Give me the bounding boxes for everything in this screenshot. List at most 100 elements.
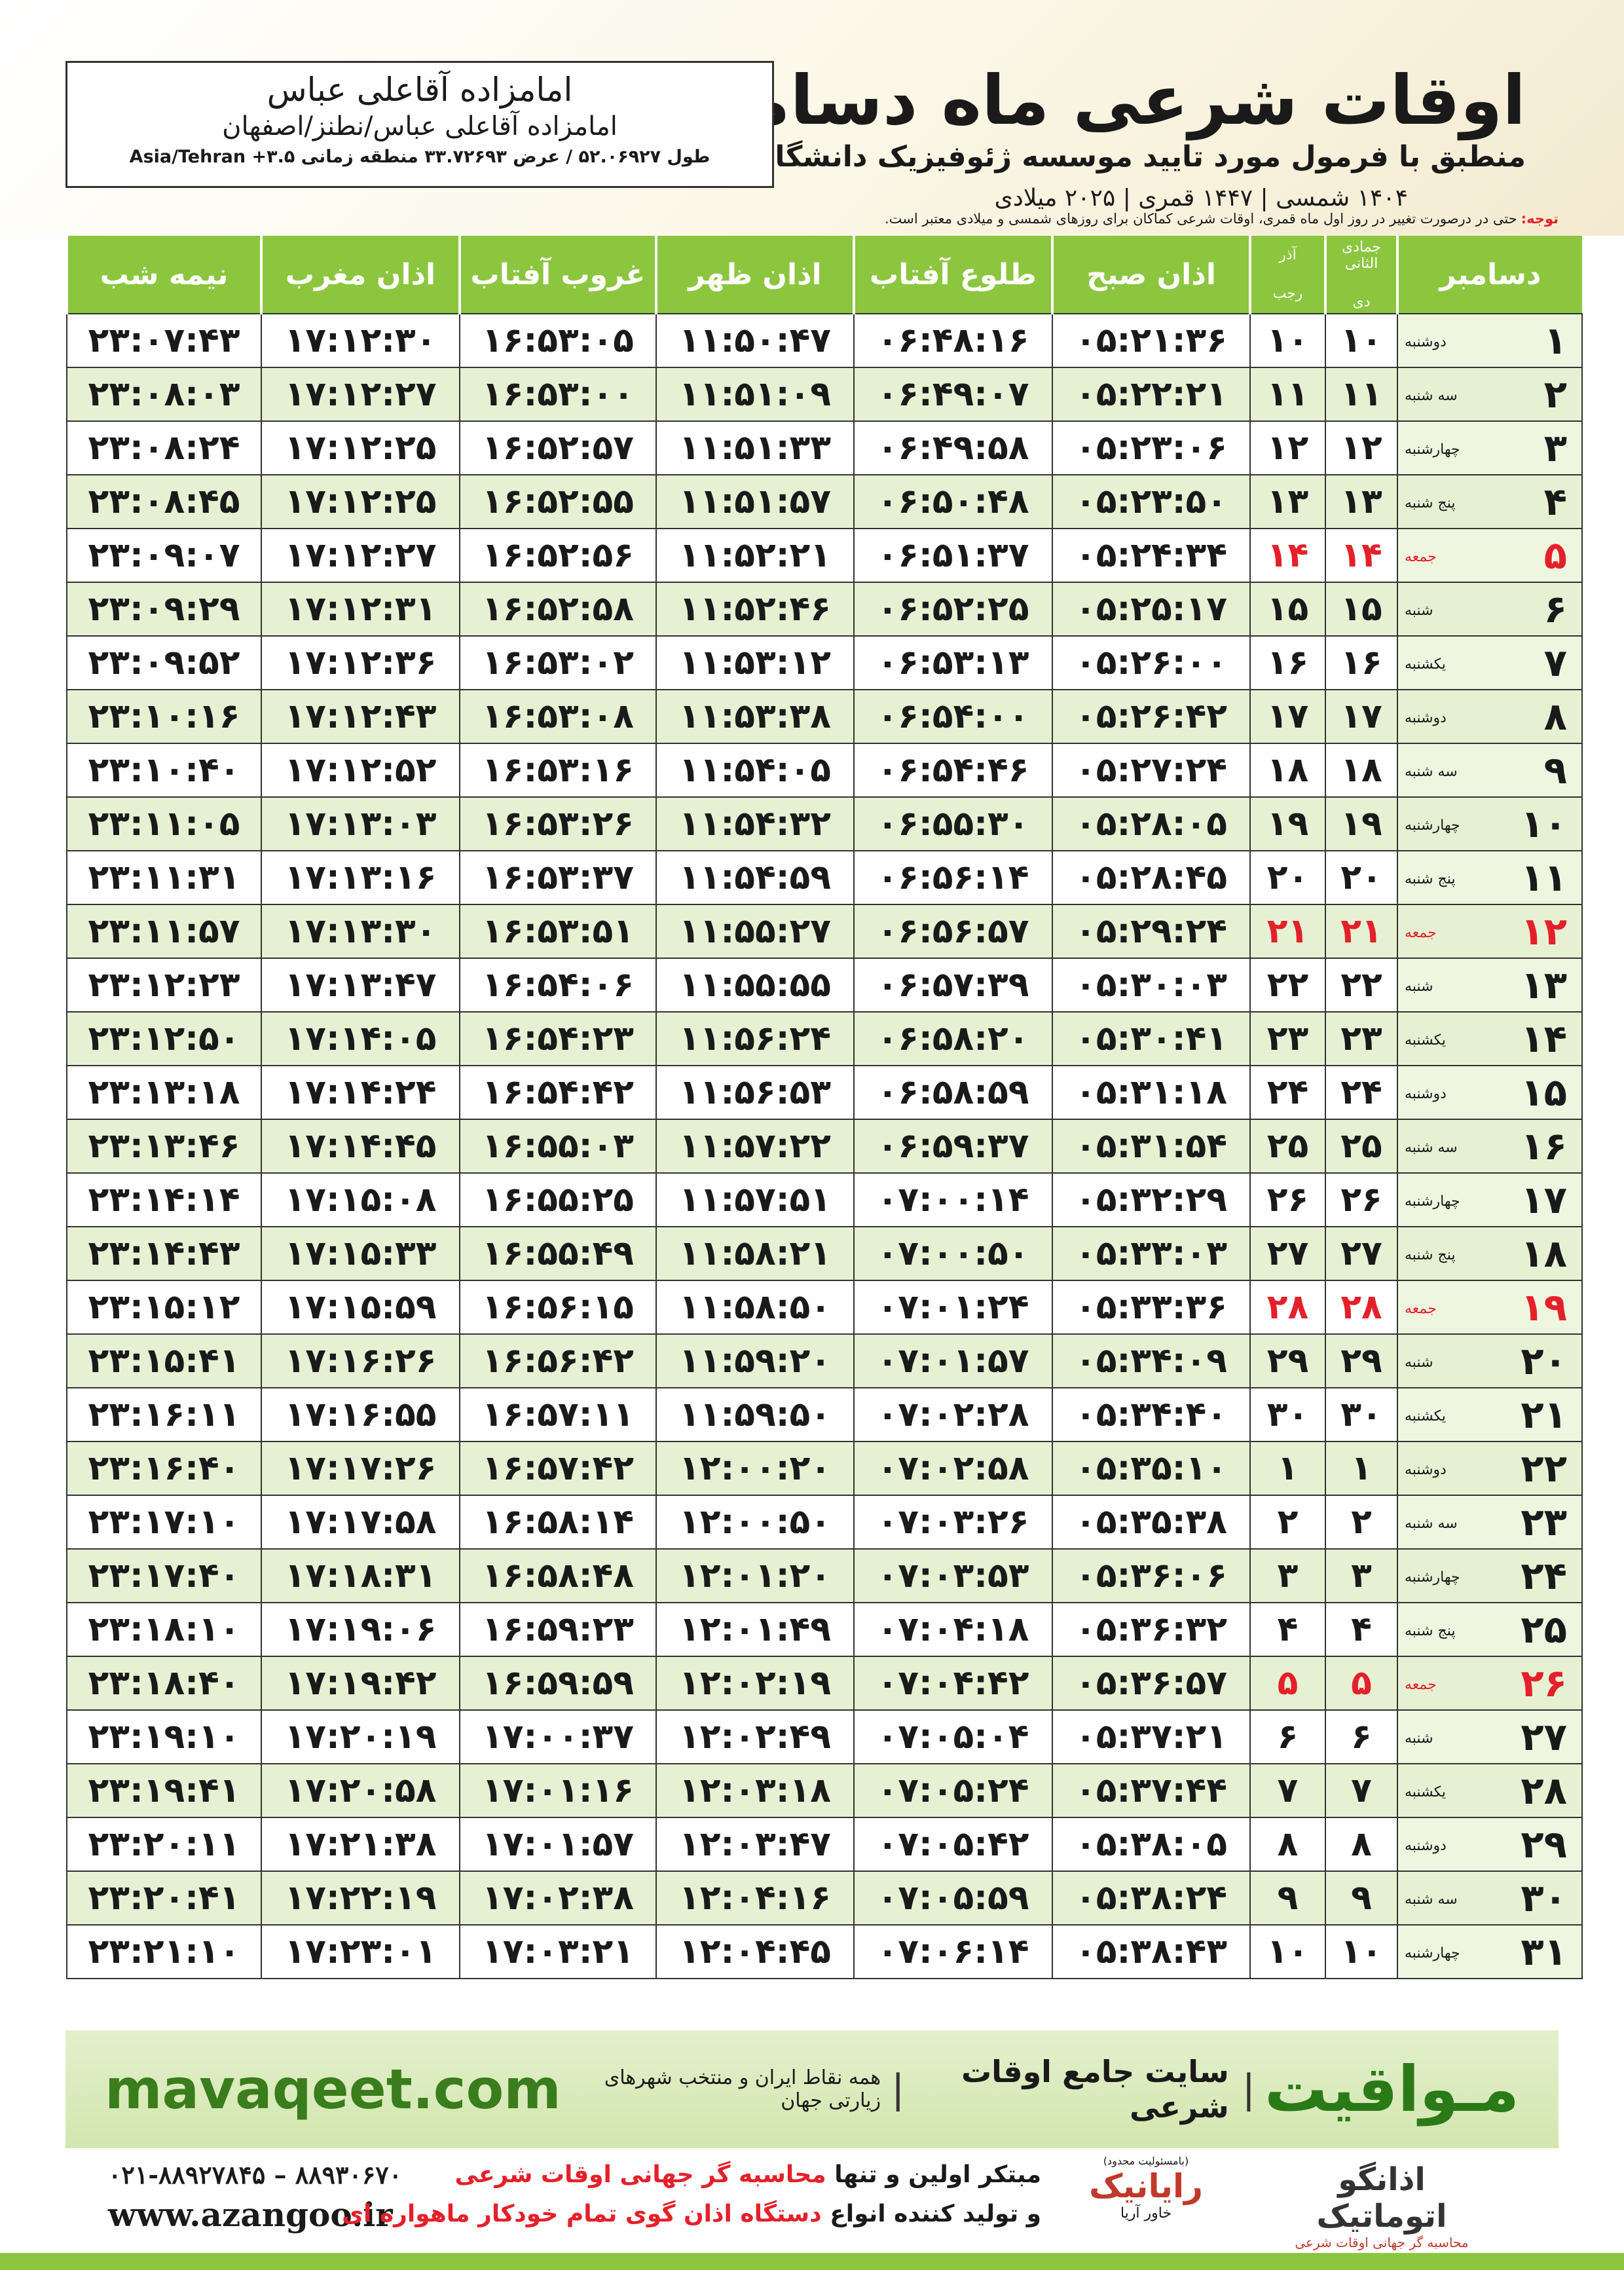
day-number: ۱۶ bbox=[1521, 1124, 1567, 1168]
time-cell: ۰۷:۰۵:۰۴ bbox=[853, 1709, 1053, 1764]
solar-day: ۳ bbox=[1325, 1548, 1398, 1603]
lunar-day: ۷ bbox=[1249, 1763, 1326, 1818]
time-cell: ۱۱:۵۵:۵۵ bbox=[655, 958, 855, 1013]
day-cell: ۱۷ چهارشنبه bbox=[1397, 1172, 1583, 1227]
lunar-day: ۸ bbox=[1249, 1817, 1326, 1872]
weekday: جمعه bbox=[1405, 1677, 1437, 1693]
site-url[interactable]: mavaqeet.com bbox=[105, 2057, 561, 2121]
separator: | bbox=[891, 2066, 905, 2112]
day-number: ۳۱ bbox=[1521, 1929, 1567, 1974]
lunar-day: ۶ bbox=[1249, 1709, 1326, 1764]
time-cell: ۱۶:۵۳:۰۸ bbox=[459, 689, 657, 744]
time-cell: ۰۶:۵۶:۱۴ bbox=[853, 850, 1053, 905]
solar-day: ۱۱ bbox=[1325, 367, 1398, 422]
day-cell: ۲ سه شنبه bbox=[1397, 367, 1583, 422]
day-cell: ۲۸ یکشنبه bbox=[1397, 1763, 1583, 1818]
time-cell: ۰۷:۰۳:۵۳ bbox=[853, 1548, 1053, 1603]
lunar-day: ۲۷ bbox=[1249, 1226, 1326, 1281]
table-row: ۲۱ یکشنبه ۳۰ ۳۰ ۰۵:۳۴:۴۰ ۰۷:۰۲:۲۸ ۱۱:۵۹:۵۰ ۱۶:۵… bbox=[66, 1387, 1583, 1442]
solar-day: ۵ bbox=[1325, 1656, 1398, 1711]
day-cell: ۲۱ یکشنبه bbox=[1397, 1387, 1583, 1442]
column-header: دسامبر bbox=[1396, 236, 1582, 314]
time-cell: ۰۷:۰۳:۲۶ bbox=[853, 1495, 1053, 1550]
table-row: ۲۴ چهارشنبه ۳ ۳ ۰۵:۳۶:۰۶ ۰۷:۰۳:۵۳ ۱۲:۰۱:۲۰ ۱۶:۵… bbox=[66, 1548, 1583, 1603]
footer-band: مـواقیت | سایت جامع اوقات شرعی | همه نقا… bbox=[65, 2030, 1559, 2148]
time-cell: ۱۲:۰۴:۴۵ bbox=[655, 1924, 855, 1979]
time-cell: ۰۶:۵۳:۱۳ bbox=[853, 635, 1053, 690]
lunar-day: ۱۱ bbox=[1249, 367, 1326, 422]
day-cell: ۲۶ جمعه bbox=[1397, 1656, 1583, 1711]
time-cell: ۲۳:۰۷:۴۳ bbox=[66, 313, 262, 368]
website[interactable]: www.azangoo.ir bbox=[108, 2195, 393, 2234]
time-cell: ۱۷:۱۵:۵۹ bbox=[261, 1280, 460, 1335]
location-name: امامزاده آقاعلی عباس bbox=[267, 71, 573, 109]
day-number: ۲۱ bbox=[1521, 1392, 1567, 1437]
time-cell: ۰۷:۰۶:۱۴ bbox=[853, 1924, 1053, 1979]
time-cell: ۱۱:۵۴:۰۵ bbox=[655, 743, 855, 798]
time-cell: ۱۷:۱۵:۳۳ bbox=[261, 1226, 460, 1281]
logo-subtitle: خاور آریا bbox=[1120, 2205, 1172, 2222]
time-cell: ۱۷:۱۳:۳۰ bbox=[261, 904, 460, 959]
day-cell: ۳۰ سه شنبه bbox=[1397, 1870, 1583, 1926]
day-number: ۲۰ bbox=[1521, 1339, 1567, 1383]
solar-day: ۳۰ bbox=[1325, 1387, 1398, 1442]
time-cell: ۰۷:۰۲:۵۸ bbox=[853, 1441, 1053, 1496]
time-cell: ۰۷:۰۱:۵۷ bbox=[853, 1333, 1053, 1388]
day-number: ۶ bbox=[1543, 587, 1567, 631]
time-cell: ۰۶:۵۱:۳۷ bbox=[853, 528, 1053, 583]
time-cell: ۱۷:۱۲:۳۱ bbox=[261, 582, 460, 637]
weekday: چهارشنبه bbox=[1405, 1569, 1460, 1586]
lunar-day: ۱۲ bbox=[1249, 420, 1326, 475]
time-cell: ۱۱:۵۹:۵۰ bbox=[655, 1387, 855, 1442]
time-cell: ۱۲:۰۴:۱۶ bbox=[655, 1870, 855, 1926]
solar-day: ۲۲ bbox=[1325, 958, 1398, 1013]
time-cell: ۰۵:۲۵:۱۷ bbox=[1052, 582, 1251, 637]
column-header: نیمه شب bbox=[65, 236, 261, 314]
table-row: ۲۶ جمعه ۵ ۵ ۰۵:۳۶:۵۷ ۰۷:۰۴:۴۲ ۱۲:۰۲:۱۹ ۱۶:۵۹:۵۹… bbox=[66, 1656, 1583, 1711]
solar-day: ۲۳ bbox=[1325, 1011, 1398, 1066]
lunar-day: ۲۰ bbox=[1249, 850, 1326, 905]
table-row: ۴ پنج شنبه ۱۳ ۱۳ ۰۵:۲۳:۵۰ ۰۶:۵۰:۴۸ ۱۱:۵۱:۵۷ ۱۶:… bbox=[66, 474, 1583, 529]
solar-day: ۲۶ bbox=[1325, 1172, 1398, 1227]
time-cell: ۱۷:۲۲:۱۹ bbox=[261, 1870, 460, 1926]
time-cell: ۱۶:۵۹:۵۹ bbox=[459, 1656, 657, 1711]
time-cell: ۰۵:۲۳:۰۶ bbox=[1052, 420, 1251, 475]
table-row: ۲۸ یکشنبه ۷ ۷ ۰۵:۳۷:۴۴ ۰۷:۰۵:۲۴ ۱۲:۰۳:۱۸ ۱۷:۰۱:… bbox=[66, 1763, 1583, 1818]
lunar-day: ۲۸ bbox=[1249, 1280, 1326, 1335]
table-row: ۷ یکشنبه ۱۶ ۱۶ ۰۵:۲۶:۰۰ ۰۶:۵۳:۱۳ ۱۱:۵۳:۱۲ ۱۶:۵۳… bbox=[66, 635, 1583, 690]
lunar-day: ۲۴ bbox=[1249, 1065, 1326, 1120]
weekday: یکشنبه bbox=[1405, 1408, 1446, 1424]
time-cell: ۰۵:۳۸:۰۵ bbox=[1052, 1817, 1251, 1872]
weekday: دوشنبه bbox=[1405, 710, 1447, 726]
weekday: سه شنبه bbox=[1405, 1891, 1458, 1908]
solar-day: ۹ bbox=[1325, 1870, 1398, 1926]
time-cell: ۱۱:۵۳:۳۸ bbox=[655, 689, 855, 744]
solar-day: ۱۶ bbox=[1325, 635, 1398, 690]
time-cell: ۲۳:۱۰:۴۰ bbox=[66, 743, 262, 798]
day-cell: ۱۰ چهارشنبه bbox=[1397, 796, 1583, 851]
day-number: ۱۰ bbox=[1521, 802, 1567, 846]
brand: مـواقیت bbox=[1264, 2053, 1519, 2126]
time-cell: ۲۳:۱۶:۱۱ bbox=[66, 1387, 262, 1442]
lunar-day: ۲۳ bbox=[1249, 1011, 1326, 1066]
time-cell: ۰۶:۵۴:۴۶ bbox=[853, 743, 1053, 798]
time-cell: ۱۱:۵۱:۳۳ bbox=[655, 420, 855, 475]
time-cell: ۰۵:۳۰:۴۱ bbox=[1052, 1011, 1251, 1066]
lunar-day: ۲ bbox=[1249, 1495, 1326, 1550]
column-header: آذر رجب bbox=[1249, 236, 1325, 314]
time-cell: ۲۳:۰۸:۰۳ bbox=[66, 367, 262, 422]
time-cell: ۱۶:۵۶:۱۵ bbox=[459, 1280, 657, 1335]
weekday: چهارشنبه bbox=[1405, 817, 1460, 834]
time-cell: ۱۷:۰۰:۳۷ bbox=[459, 1709, 657, 1764]
time-cell: ۰۵:۳۵:۳۸ bbox=[1052, 1495, 1251, 1550]
day-cell: ۲۹ دوشنبه bbox=[1397, 1817, 1583, 1872]
table-row: ۱۲ جمعه ۲۱ ۲۱ ۰۵:۲۹:۲۴ ۰۶:۵۶:۵۷ ۱۱:۵۵:۲۷ ۱۶:۵۳:… bbox=[66, 904, 1583, 959]
time-cell: ۲۳:۱۳:۴۶ bbox=[66, 1119, 262, 1174]
day-cell: ۴ پنج شنبه bbox=[1397, 474, 1583, 529]
lunar-day: ۹ bbox=[1249, 1870, 1326, 1926]
time-cell: ۱۷:۰۱:۵۷ bbox=[459, 1817, 657, 1872]
tagline-highlight: محاسبه گر جهانی اوقات شرعی bbox=[454, 2161, 826, 2188]
time-cell: ۱۶:۵۷:۱۱ bbox=[459, 1387, 657, 1442]
time-cell: ۰۶:۴۹:۵۸ bbox=[853, 420, 1053, 475]
time-cell: ۰۷:۰۰:۱۴ bbox=[853, 1172, 1053, 1227]
